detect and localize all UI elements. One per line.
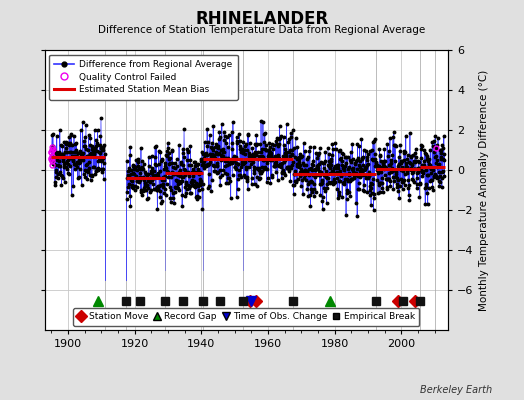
Text: Difference of Station Temperature Data from Regional Average: Difference of Station Temperature Data f…: [99, 25, 425, 35]
Text: Berkeley Earth: Berkeley Earth: [420, 385, 493, 395]
Text: RHINELANDER: RHINELANDER: [195, 10, 329, 28]
Legend: Station Move, Record Gap, Time of Obs. Change, Empirical Break: Station Move, Record Gap, Time of Obs. C…: [73, 308, 419, 326]
Y-axis label: Monthly Temperature Anomaly Difference (°C): Monthly Temperature Anomaly Difference (…: [479, 69, 489, 311]
